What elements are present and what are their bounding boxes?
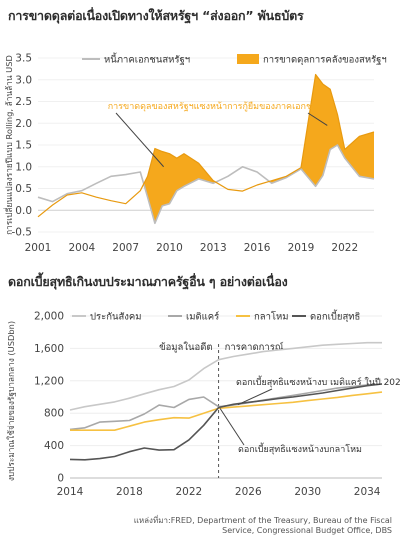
y-tick-label: -0.5	[12, 227, 33, 239]
y-tick-label: 400	[44, 440, 64, 452]
series-line-private-debt	[37, 144, 375, 225]
y-tick-label: 2.5	[15, 96, 32, 108]
legend-label: หนี้ภาคเอกชนสหรัฐฯ	[104, 53, 190, 66]
annotation-text: การขาดดุลของสหรัฐฯแซงหน้าการกู้ยืมของภาค…	[108, 101, 319, 112]
x-tick-label: 2030	[294, 486, 321, 498]
legend-label: ดอกเบี้ยสุทธิ	[310, 310, 360, 323]
series-line-1	[69, 341, 382, 411]
annotation-text: ดอกเบี้ยสุทธิแซงหน้างบ เมดิแคร์ ในปี 202…	[236, 375, 400, 388]
y-tick-label: 3.5	[15, 53, 32, 65]
chart-title: การขาดดุลต่อเนื่องเปิดทางให้สหรัฐฯ “ส่งอ…	[8, 8, 304, 23]
series-line-3	[70, 391, 383, 431]
x-tick-label: 2013	[200, 242, 227, 254]
annotation-arrow	[115, 112, 165, 168]
y-axis-label: การเปลี่ยนแปลงรายปีแบบ Rolling, ล้านล้าน…	[3, 55, 14, 235]
annotation-arrow	[219, 408, 245, 446]
x-tick-label: 2014	[57, 486, 84, 498]
legend-swatch-deficit	[237, 54, 259, 64]
deficit-area-chart: -0.5 0.0 0.5 1.0 1.5 2.0 2.5 3.0 3.5 2001 2004 2007…	[3, 53, 387, 255]
x-tick-label: 2022	[175, 486, 202, 498]
deficit-excess-area	[269, 74, 374, 187]
legend-label: ประกันสังคม	[90, 312, 142, 323]
y-tick-label: 2.0	[15, 118, 32, 130]
series-line-fiscal-deficit	[37, 73, 375, 218]
y-tick-label: 1,200	[34, 375, 64, 387]
y-tick-label: 1,600	[34, 343, 64, 355]
x-tick-label: 2019	[288, 242, 315, 254]
y-tick-label: 1.0	[15, 161, 32, 173]
x-tick-label: 2007	[112, 242, 139, 254]
series-line-4	[69, 383, 383, 461]
deficit-excess-area	[143, 148, 216, 224]
x-tick-label: 2010	[156, 242, 183, 254]
annotation-arrow	[307, 112, 328, 126]
x-tick-label: 2034	[354, 486, 381, 498]
x-tick-label: 2004	[68, 242, 95, 254]
y-tick-label: 0.0	[15, 205, 32, 217]
region-label: การคาดการณ์	[225, 341, 284, 353]
legend-label: การขาดดุลการคลังของสหรัฐฯ	[263, 55, 387, 66]
annotation-arrow	[237, 388, 273, 406]
region-label: ข้อมูลในอดีต	[159, 341, 212, 353]
y-axis-label: งบประมาณใช้จ่ายของรัฐบาลกลาง (USDbn)	[6, 321, 16, 481]
y-tick-label: 1.5	[15, 140, 32, 152]
x-tick-label: 2001	[25, 242, 52, 254]
y-tick-label: 800	[44, 408, 64, 420]
x-tick-label: 2022	[331, 242, 358, 254]
x-tick-label: 2018	[116, 486, 143, 498]
spending-line-chart: 0 400 800 1,200 1,600 2,000 2014 2018 2022 2026 20…	[6, 310, 400, 499]
y-tick-label: 3.0	[15, 74, 32, 86]
y-tick-label: 0.5	[15, 183, 32, 195]
y-tick-label: 0	[57, 473, 64, 485]
legend-label: กลาโหม	[254, 311, 289, 323]
y-tick-label: 2,000	[34, 311, 64, 323]
chart-title: ดอกเบี้ยสุทธิเกินงบประมาณภาครัฐอื่น ๆ อย…	[8, 274, 288, 289]
source-note: แหล่งที่มา:FRED, Department of the Treas…	[133, 516, 392, 535]
x-tick-label: 2026	[235, 486, 262, 498]
x-tick-label: 2016	[244, 242, 271, 254]
annotation-text: ดอกเบี้ยสุทธิแซงหน้างบกลาโหม	[238, 442, 362, 455]
legend-label: เมดิแคร์	[186, 311, 219, 323]
